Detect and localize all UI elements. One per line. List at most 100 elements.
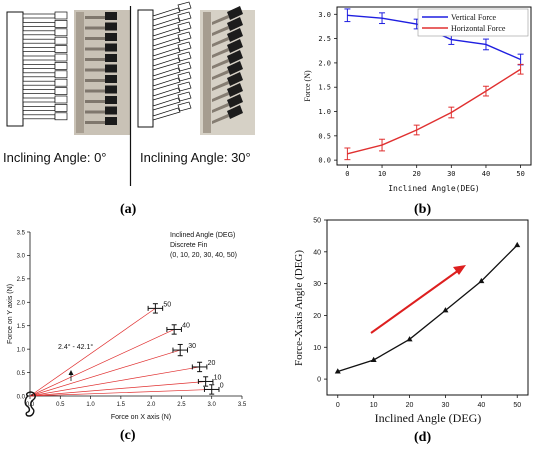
error-bar-b xyxy=(448,106,455,119)
force-ray-20 xyxy=(29,366,200,397)
data-point-20 xyxy=(191,361,208,373)
photo-fin-30deg xyxy=(212,114,229,124)
y-tick-label-b: 0.0 xyxy=(318,157,331,165)
x-tick-label-c: 0.5 xyxy=(56,402,65,408)
photo-fin-0deg xyxy=(85,89,107,93)
legend-line-1-c: Inclined Angle (DEG) xyxy=(170,232,235,239)
fin-tip-30deg xyxy=(177,1,192,12)
fin-tip-30deg xyxy=(177,21,192,32)
photo-fin-tip-30deg xyxy=(227,61,243,75)
photo-fin-tip-0deg xyxy=(105,64,117,73)
photo-fin-tip-0deg xyxy=(105,85,117,94)
photo-fin-0deg xyxy=(85,100,107,103)
fin-tip-0deg xyxy=(54,62,68,70)
caption-0deg: Inclining Angle: 0° xyxy=(3,150,107,165)
fin-30deg xyxy=(152,47,181,61)
photo-fin-tip-30deg xyxy=(227,105,243,119)
photo-fin-0deg xyxy=(85,79,107,82)
x-tick-label-b: 20 xyxy=(412,170,420,178)
fin-tip-30deg xyxy=(177,31,192,42)
panel-a: Inclining Angle: 0° Inclining Angle: 30°… xyxy=(3,1,255,217)
fin-30deg xyxy=(152,57,181,71)
photo-fin-30deg xyxy=(212,37,229,47)
x-axis-label-d: Inclined Angle (DEG) xyxy=(375,411,482,425)
error-bar-b xyxy=(517,53,524,66)
photo-fin-0deg xyxy=(85,47,107,51)
triangle-marker xyxy=(442,307,449,313)
fin-30deg xyxy=(152,17,181,31)
photo-fin-tip-0deg xyxy=(105,106,117,115)
fin-30deg xyxy=(152,7,181,21)
y-tick-label-c: 3.0 xyxy=(17,254,26,260)
fin-tip-0deg xyxy=(54,112,68,121)
fin-0deg xyxy=(22,47,56,52)
y-tick-label-d: 30 xyxy=(313,281,321,288)
fin-base-block-0deg xyxy=(6,11,24,127)
y-tick-label-d: 0 xyxy=(317,377,321,384)
point-label-10: 10 xyxy=(214,374,222,381)
legend-line-2-c: Discrete Fin xyxy=(170,242,207,249)
photo-fin-0deg xyxy=(85,68,107,72)
fin-tip-30deg xyxy=(177,71,192,82)
error-bar-b xyxy=(379,138,386,152)
fin-tip-0deg xyxy=(54,36,68,45)
trend-arrow-head xyxy=(453,265,466,275)
fin-30deg xyxy=(152,27,181,41)
triangle-marker xyxy=(334,368,341,374)
fin-0deg xyxy=(22,13,56,19)
photo-fins-30deg xyxy=(200,6,255,135)
fin-0deg xyxy=(22,22,56,27)
y-tick-label-d: 40 xyxy=(313,249,321,256)
trend-arrow-shaft xyxy=(370,269,460,334)
caption-30deg: Inclining Angle: 30° xyxy=(140,150,251,165)
photo-fin-tip-30deg xyxy=(227,28,243,42)
photo-fin-tip-30deg xyxy=(227,39,243,53)
y-axis-label-b: Force (N) xyxy=(303,70,312,102)
fin-0deg xyxy=(22,106,56,111)
fin-30deg xyxy=(152,87,181,101)
photo-fin-tip-0deg xyxy=(105,117,117,125)
fin-0deg xyxy=(22,114,56,120)
x-tick-label-c: 2.0 xyxy=(147,402,156,408)
error-bar-b xyxy=(344,8,351,23)
seahorse-logo xyxy=(24,391,36,417)
triangle-marker xyxy=(514,241,521,248)
y-tick-label-c: 2.5 xyxy=(17,277,26,283)
data-point-40 xyxy=(166,324,182,335)
y-tick-label-d: 20 xyxy=(313,313,321,320)
x-axis-label-c: Force on X axis (N) xyxy=(111,414,171,421)
y-tick-label-b: 0.5 xyxy=(318,132,331,140)
error-bar-b xyxy=(482,85,489,97)
fin-tip-0deg xyxy=(54,70,68,79)
fin-0deg xyxy=(22,72,56,78)
photo-fin-30deg xyxy=(212,103,229,113)
fin-array-30deg xyxy=(152,1,192,121)
data-point-0 xyxy=(203,384,220,395)
fin-0deg xyxy=(22,64,56,69)
photo-fin-0deg xyxy=(85,37,107,40)
data-point-30 xyxy=(172,343,188,357)
y-tick-label-b: 2.5 xyxy=(318,35,331,43)
photo-fin-0deg xyxy=(85,121,107,124)
photo-fin-tip-0deg xyxy=(105,54,117,62)
fin-0deg xyxy=(22,38,56,44)
panel-c-force-vectors: 0.00.51.01.52.02.53.03.5 0.0 0.5 1.0 1.5 2.0… xyxy=(7,230,247,443)
fin-0deg xyxy=(22,89,56,94)
photo-fin-0deg xyxy=(85,16,107,19)
fin-tip-30deg xyxy=(177,61,192,72)
y-tick-label-b: 3.0 xyxy=(318,11,331,19)
photo-fin-tip-30deg xyxy=(227,94,243,108)
point-label-0: 0 xyxy=(220,382,224,389)
plot-frame-d xyxy=(326,219,529,396)
fin-30deg xyxy=(152,37,181,51)
force-ray-50 xyxy=(29,308,156,397)
y-tick-label-c: 1.5 xyxy=(17,324,26,330)
x-tick-label-c: 3.5 xyxy=(238,402,247,408)
x-tick-label-c: 1.0 xyxy=(86,402,95,408)
fin-tip-30deg xyxy=(177,101,192,112)
fin-tip-30deg xyxy=(177,81,192,92)
y-tick-label-c: 2.0 xyxy=(17,301,26,307)
fin-tip-0deg xyxy=(54,11,68,20)
photo-fin-tip-30deg xyxy=(227,83,243,97)
